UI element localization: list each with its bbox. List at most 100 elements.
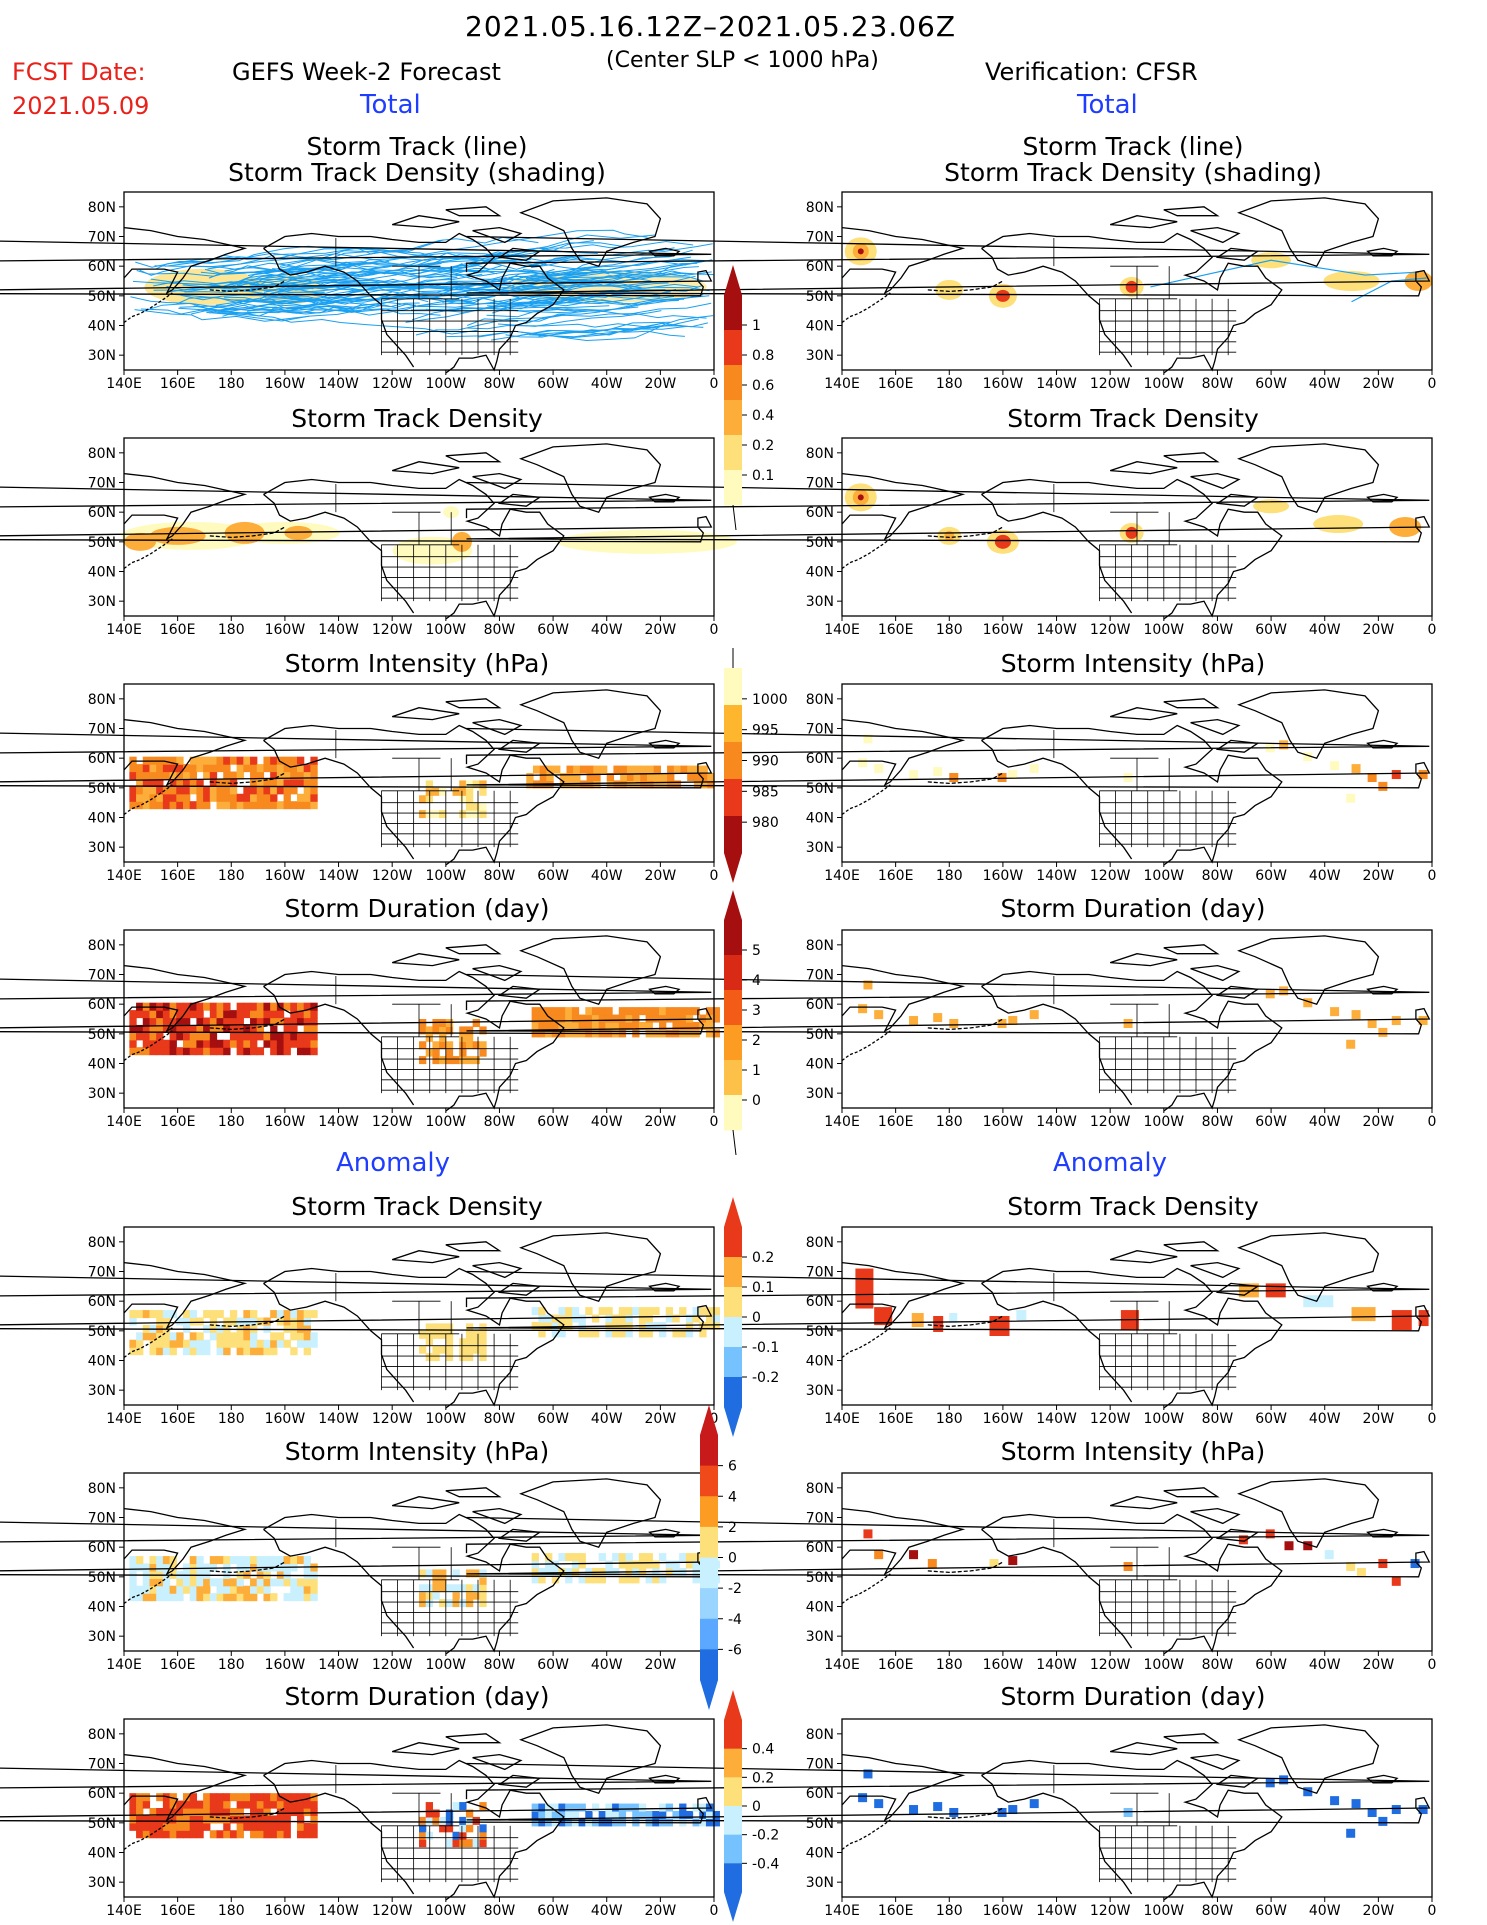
lon-tick-label: 100W [1144,1114,1185,1130]
criterion-subtitle: (Center SLP < 1000 hPa) [606,48,879,73]
lon-tick-label: 160E [160,868,196,884]
lon-tick-label: 0 [1428,1657,1437,1673]
lon-tick-label: 40W [1309,868,1341,884]
lon-tick-label: 140E [106,1903,142,1919]
lat-tick-label: 30N [88,594,116,610]
lon-tick-label: 120W [372,1657,413,1673]
lon-tick-label: 100W [1144,1903,1185,1919]
lat-tick-label: 80N [88,938,116,954]
lat-tick-label: 30N [806,1086,834,1102]
lon-tick-label: 180 [936,868,963,884]
lon-tick-label: 60W [537,1411,569,1427]
colorbar-label: 4 [728,1489,737,1505]
lon-tick-label: 20W [1363,1903,1395,1919]
fcst-date-value: 2021.05.09 [12,92,150,120]
lat-tick-label: 30N [806,840,834,856]
lon-tick-label: 80W [484,1411,516,1427]
lon-tick-label: 180 [218,1657,245,1673]
lon-tick-label: 120W [1090,1903,1131,1919]
lon-tick-label: 20W [645,868,677,884]
l3-title: Storm Intensity (hPa) [284,649,550,678]
lon-tick-label: 100W [1144,376,1185,392]
lon-tick-label: 160E [878,1114,914,1130]
lon-tick-label: 120W [372,1903,413,1919]
lon-tick-label: 80W [484,1903,516,1919]
lon-tick-label: 20W [645,1411,677,1427]
lat-tick-label: 80N [806,1235,834,1251]
lon-tick-label: 140E [106,1657,142,1673]
colorbar-label: 4 [752,973,761,989]
lon-tick-label: 100W [426,376,467,392]
lon-tick-label: 140E [106,1411,142,1427]
lat-tick-label: 70N [806,476,834,492]
r6-intensity-anom-map: 140E 160E 180 160W 140W 120W 100W 80W 60W 40W 20W 0… [465,1472,1437,1673]
colorbar-label: 2 [752,1033,761,1049]
lon-tick-label: 120W [372,622,413,638]
lat-tick-label: 40N [88,565,116,581]
lon-tick-label: 20W [1363,1411,1395,1427]
lon-tick-label: 60W [537,622,569,638]
lon-tick-label: 0 [1428,868,1437,884]
lon-tick-label: 180 [218,376,245,392]
lat-tick-label: 30N [806,594,834,610]
colorbar-label: 990 [752,754,779,770]
lon-tick-label: 180 [218,868,245,884]
lon-tick-label: 80W [1202,868,1234,884]
l4-title: Storm Duration (day) [284,894,550,923]
lat-tick-label: 40N [88,319,116,335]
colorbar-intensity_anom: 6 4 2 0 -2 -4 -6 [700,1405,742,1710]
lat-tick-label: 50N [806,289,834,305]
lon-tick-label: 0 [710,376,719,392]
lon-tick-label: 0 [710,622,719,638]
lon-tick-label: 80W [1202,1903,1234,1919]
lon-tick-label: 160E [160,1411,196,1427]
lat-tick-label: 40N [88,1600,116,1616]
lon-tick-label: 20W [1363,1114,1395,1130]
lon-tick-label: 60W [537,1903,569,1919]
lon-tick-label: 180 [936,1657,963,1673]
colorbar-intensity_total: 1000 995 990 985 980 [724,648,788,883]
lon-tick-label: 60W [1255,868,1287,884]
lat-tick-label: 70N [88,1265,116,1281]
lat-tick-label: 40N [88,1846,116,1862]
lon-tick-label: 140E [824,1657,860,1673]
lat-tick-label: 70N [806,1511,834,1527]
lon-tick-label: 160W [265,1657,306,1673]
colorbar-label: 0.2 [752,1770,774,1786]
lat-tick-label: 50N [88,535,116,551]
colorbar-label: 3 [752,1003,761,1019]
lat-tick-label: 80N [806,1481,834,1497]
lon-tick-label: 80W [484,1114,516,1130]
colorbar-duration_anom: 0.4 0.2 0 -0.2 -0.4 [724,1690,779,1922]
lat-tick-label: 50N [806,1324,834,1340]
l5-density-anom-map: 140E 160E 180 160W 140W 120W 100W 80W 60W 40W 20W 0… [0,1226,720,1427]
colorbar-label: 0 [728,1551,737,1567]
lon-tick-label: 160W [983,376,1024,392]
lat-tick-label: 40N [806,1846,834,1862]
colorbar-label: 985 [752,784,779,800]
lat-tick-label: 30N [88,1875,116,1891]
lon-tick-label: 20W [1363,622,1395,638]
colorbar-label: -0.2 [752,1828,779,1844]
lat-tick-label: 50N [806,1570,834,1586]
r1-track-map: 140E 160E 180 160W 140W 120W 100W 80W 60W 40W 20W 0… [465,191,1436,392]
lon-tick-label: 160E [878,622,914,638]
colorbar-label: 1000 [752,692,788,708]
lat-tick-label: 80N [88,446,116,462]
lon-tick-label: 60W [1255,376,1287,392]
colorbar-label: 5 [752,943,761,959]
lon-tick-label: 140W [318,1411,359,1427]
lat-tick-label: 60N [806,751,834,767]
lon-tick-label: 140W [318,868,359,884]
colorbar-label: 0 [752,1093,761,1109]
lon-tick-label: 60W [537,1114,569,1130]
lat-tick-label: 60N [88,505,116,521]
lon-tick-label: 100W [426,1903,467,1919]
lon-tick-label: 40W [591,1657,623,1673]
lon-tick-label: 0 [710,1114,719,1130]
lon-tick-label: 100W [426,1114,467,1130]
lon-tick-label: 140E [824,1411,860,1427]
lon-tick-label: 20W [645,622,677,638]
lon-tick-label: 120W [1090,376,1131,392]
lon-tick-label: 80W [484,376,516,392]
